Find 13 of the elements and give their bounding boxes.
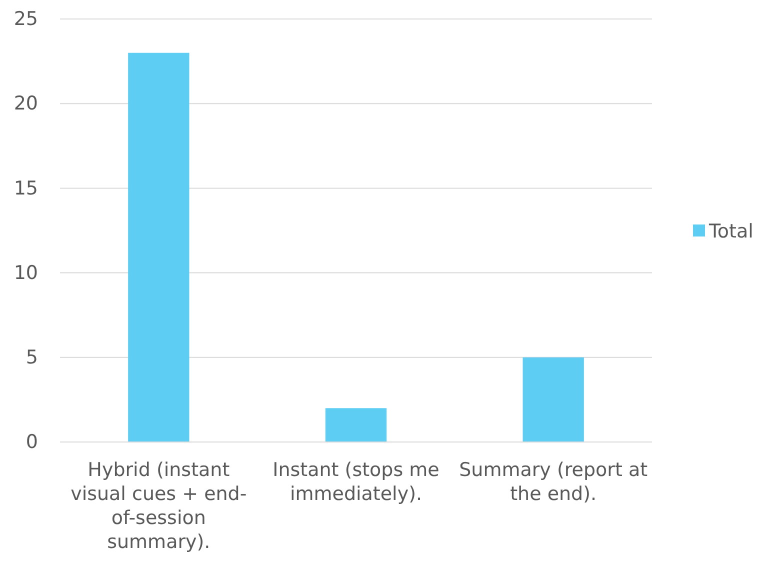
y-tick-label: 10	[14, 262, 38, 284]
bar	[128, 52, 190, 442]
y-tick-label: 5	[26, 346, 38, 368]
legend-label: Total	[708, 220, 754, 242]
y-tick-label: 15	[14, 177, 38, 200]
bar	[522, 357, 584, 442]
x-tick-label: Hybrid (instant visual cues + end-of-session summary).	[70, 459, 247, 553]
bar	[325, 408, 387, 442]
x-tick-label: Summary (report at the end).	[459, 459, 648, 505]
y-tick-label: 25	[14, 8, 38, 30]
x-tick-label: Instant (stops me immediately).	[272, 459, 440, 505]
y-tick-label: 0	[26, 431, 38, 454]
y-tick-label: 20	[14, 92, 38, 115]
